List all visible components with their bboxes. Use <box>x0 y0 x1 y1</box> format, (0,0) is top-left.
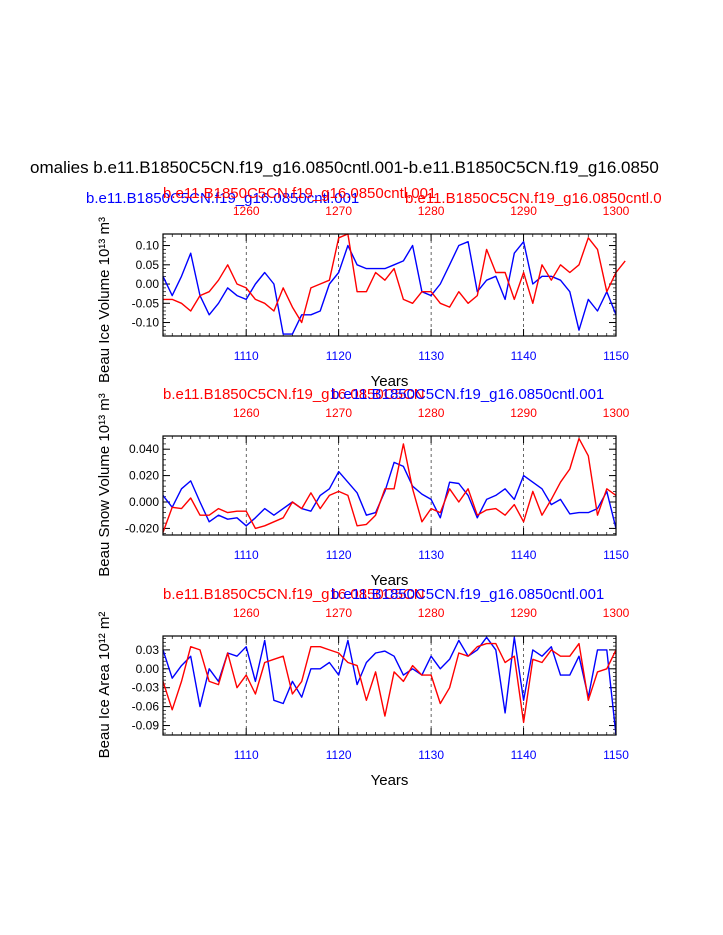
x-top-tick-label: 1260 <box>233 406 260 420</box>
x-bottom-tick-label: 1150 <box>603 349 629 363</box>
chart-panel-2: 1110 1120 1130 1140 1150 1260 1270 1280 1290 1300… <box>96 386 630 589</box>
header-red-case-right-label: b.e11.B1850C5CN.f19_g16.0850cntl.0 <box>405 190 662 207</box>
panel-title-red: b.e11.B1850C5CN.f19_g16.0850C5CN <box>163 586 425 603</box>
chart-panel-3: 1110 1120 1130 1140 1150 1260 1270 1280 1290 1300… <box>96 586 630 789</box>
x-top-tick-label: 1270 <box>325 204 352 218</box>
x-bottom-tick-label: 1110 <box>234 548 259 562</box>
plot-frame <box>162 435 617 536</box>
plot-frame <box>162 233 617 337</box>
x-bottom-tick-label: 1130 <box>418 548 444 562</box>
y-tick-label: -0.09 <box>132 719 160 733</box>
x-bottom-tick-label: 1120 <box>326 748 352 762</box>
plot-frame <box>162 635 617 736</box>
x-top-tick-label: 1300 <box>603 204 630 218</box>
panel-title-blue: b.e11.B1850C5CN.f19_g16.0850cntl.001 <box>331 586 604 603</box>
panel-title-red: b.e11.B1850C5CN.f19_g16.0850C5CN <box>163 386 425 403</box>
y-tick-label: 0.03 <box>136 643 160 657</box>
series-line-red <box>162 642 617 724</box>
series-line-blue <box>162 636 617 736</box>
header-blue-case-label: b.e11.B1850C5CN.f19_g16.0850cntl.001 <box>86 190 359 207</box>
x-top-tick-label: 1280 <box>418 606 445 620</box>
x-top-tick-label: 1270 <box>325 406 352 420</box>
x-top-tick-label: 1300 <box>603 406 630 420</box>
x-top-tick-label: 1300 <box>603 606 630 620</box>
x-top-tick-label: 1260 <box>233 204 260 218</box>
x-top-tick-label: 1270 <box>325 606 352 620</box>
y-tick-label: 0.00 <box>136 662 160 676</box>
panel-title-blue: b.e11.B1850C5CN.f19_g16.0850cntl.001 <box>331 386 604 403</box>
y-tick-label: 0.10 <box>136 239 160 253</box>
series-line-red <box>163 233 626 324</box>
x-bottom-tick-label: 1140 <box>511 748 537 762</box>
x-top-tick-label: 1260 <box>233 606 260 620</box>
x-bottom-tick-label: 1140 <box>511 548 537 562</box>
y-tick-label: -0.05 <box>132 296 160 310</box>
y-tick-label: 0.020 <box>129 469 159 483</box>
x-bottom-tick-label: 1110 <box>234 349 259 363</box>
x-bottom-tick-label: 1110 <box>234 748 259 762</box>
y-axis-label: Beau Snow Volume 10¹³ m³ <box>96 393 113 576</box>
x-top-tick-label: 1280 <box>418 406 445 420</box>
y-tick-label: 0.040 <box>129 442 159 456</box>
header-red-case-left-label: b.e11.B1850C5CN.f19_g16.0850cntl.001 <box>163 185 436 202</box>
y-tick-label: -0.03 <box>132 681 160 695</box>
x-axis-label: Years <box>371 373 409 390</box>
y-tick-label: -0.020 <box>125 521 159 535</box>
y-tick-label: 0.05 <box>136 258 160 272</box>
x-bottom-tick-label: 1130 <box>418 349 444 363</box>
x-bottom-tick-label: 1150 <box>603 748 629 762</box>
x-bottom-tick-label: 1130 <box>418 748 444 762</box>
x-axis-label: Years <box>371 572 409 589</box>
x-bottom-tick-label: 1140 <box>511 349 537 363</box>
y-tick-label: 0.00 <box>136 277 160 291</box>
y-tick-label: -0.06 <box>132 700 160 714</box>
x-bottom-tick-label: 1120 <box>326 548 352 562</box>
y-axis-label: Beau Ice Area 10¹² m² <box>96 612 113 759</box>
series-line-blue <box>162 240 617 335</box>
x-top-tick-label: 1290 <box>510 406 537 420</box>
x-top-tick-label: 1290 <box>510 204 537 218</box>
x-axis-label: Years <box>371 772 409 789</box>
y-tick-label: 0.000 <box>129 495 159 509</box>
main-title: omalies b.e11.B1850C5CN.f19_g16.0850cntl… <box>30 158 659 177</box>
series-line-red <box>162 437 617 533</box>
x-bottom-tick-label: 1150 <box>603 548 629 562</box>
x-top-tick-label: 1280 <box>418 204 445 218</box>
x-top-tick-label: 1290 <box>510 606 537 620</box>
x-bottom-tick-label: 1120 <box>326 349 352 363</box>
y-axis-label: Beau Ice Volume 10¹³ m³ <box>96 217 113 383</box>
series-line-blue <box>162 461 617 529</box>
chart-panel-1: 1110 1120 1130 1140 1150 1260 1270 1280 1290 1300… <box>96 204 630 390</box>
y-tick-label: -0.10 <box>132 316 160 330</box>
